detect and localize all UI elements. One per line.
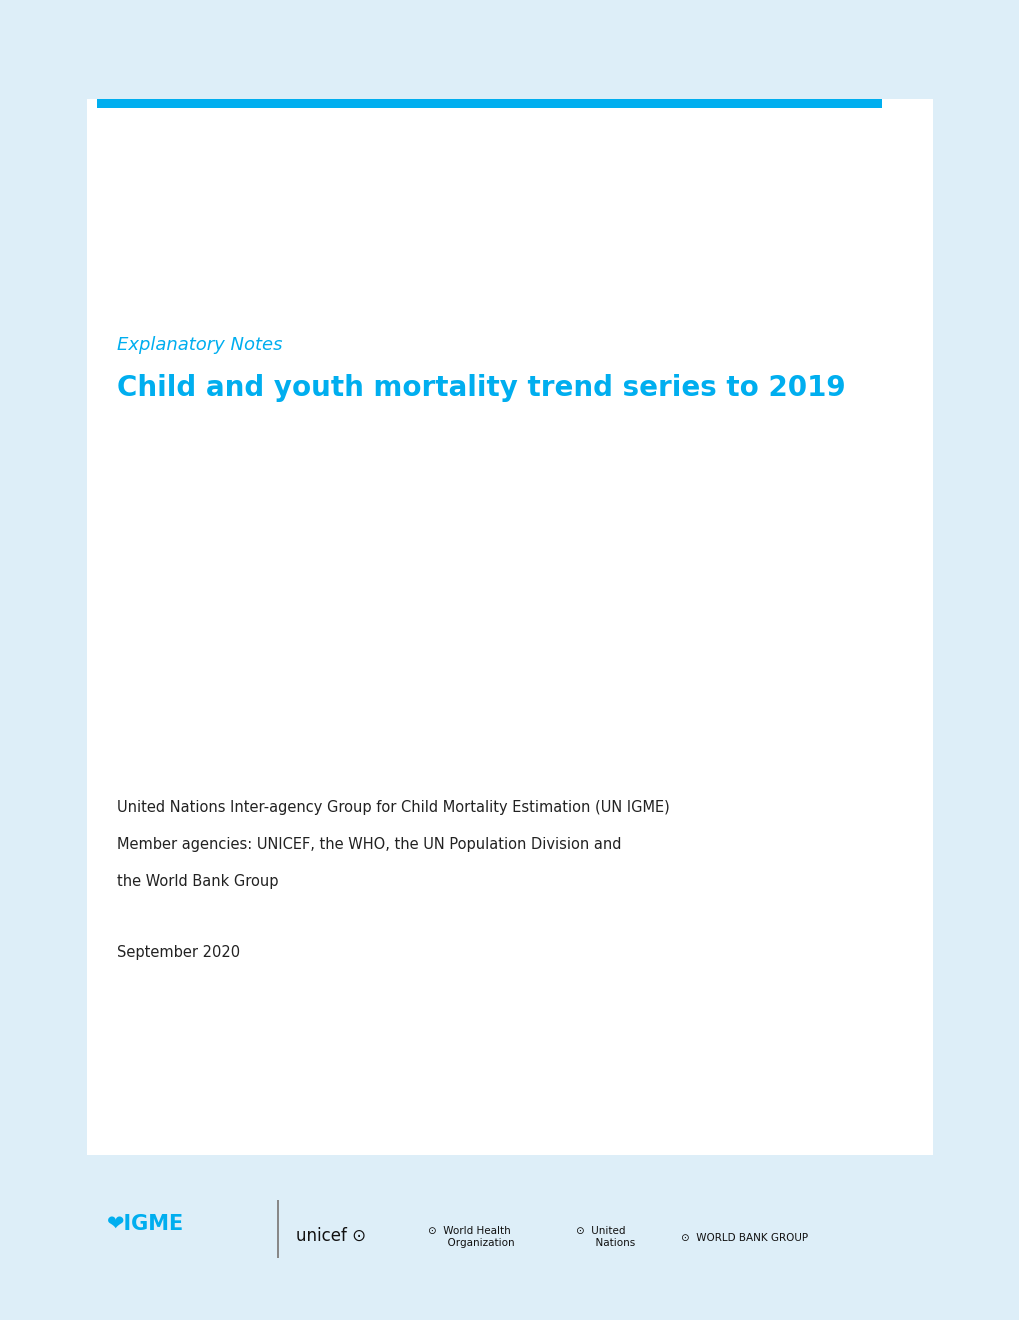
Text: United Nations Inter-agency Group for Child Mortality Estimation (UN IGME): United Nations Inter-agency Group for Ch… [117,800,669,814]
Text: Child and youth mortality trend series to 2019: Child and youth mortality trend series t… [117,374,845,403]
Text: ⊙  World Health
      Organization: ⊙ World Health Organization [428,1226,515,1249]
Text: Explanatory Notes: Explanatory Notes [117,335,282,354]
Text: September 2020: September 2020 [117,945,240,960]
Text: the World Bank Group: the World Bank Group [117,874,278,888]
Text: ❤IGME: ❤IGME [107,1214,184,1234]
Text: unicef ⊙: unicef ⊙ [296,1226,366,1245]
Text: ⊙  United
      Nations: ⊙ United Nations [576,1226,635,1249]
Text: ⊙  WORLD BANK GROUP: ⊙ WORLD BANK GROUP [681,1233,808,1243]
Text: Member agencies: UNICEF, the WHO, the UN Population Division and: Member agencies: UNICEF, the WHO, the UN… [117,837,622,851]
